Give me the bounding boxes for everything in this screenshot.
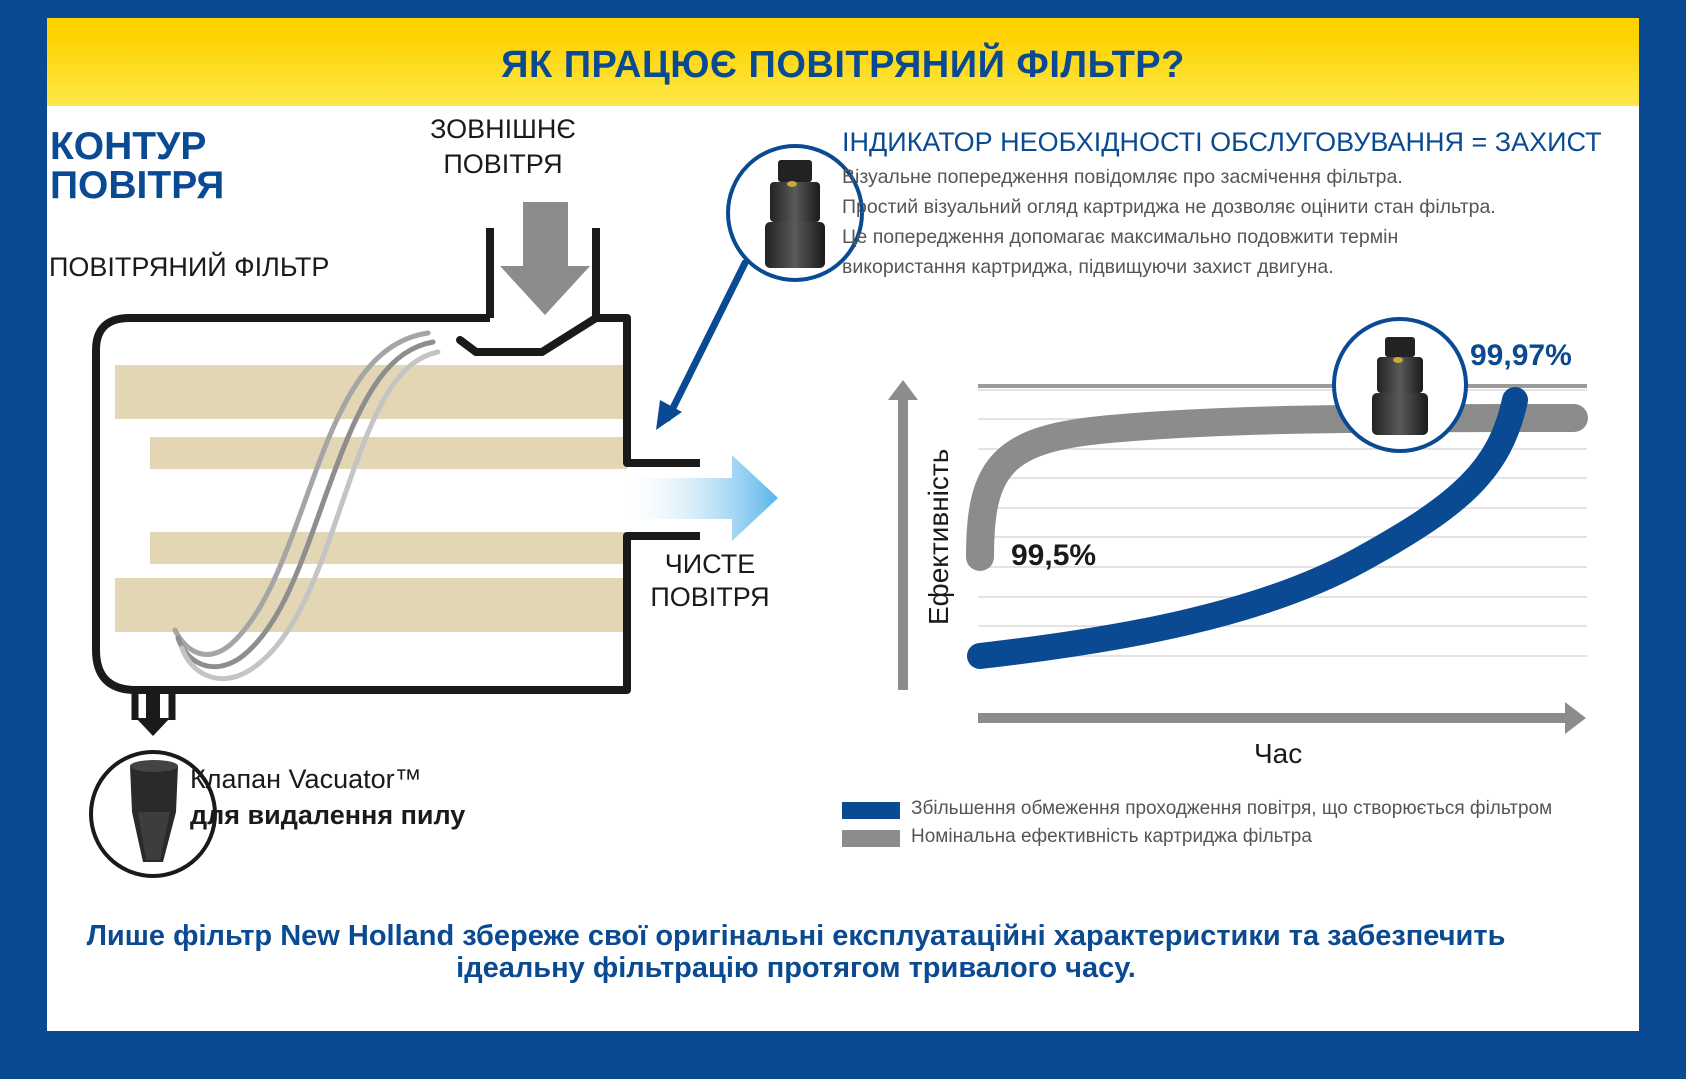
outside-air-label: ЗОВНІШНЄ ПОВІТРЯ [383,112,623,182]
y-axis-arrow [888,380,918,690]
footer-line1: Лише фільтр New Holland збереже свої ори… [86,920,1506,952]
indicator-desc-line1: Візуальне попередження повідомляє про за… [842,166,1403,188]
y-axis-label: Ефективність [923,449,954,625]
footer-line2: ідеальну фільтрацію протягом тривалого ч… [456,952,1136,984]
indicator-pointer-arrow [656,259,749,430]
legend-label-restriction: Збільшення обмеження проходження повітря… [911,798,1553,819]
vacuator-valve-image [89,750,217,878]
header-banner: ЯК ПРАЦЮЄ ПОВІТРЯНИЙ ФІЛЬТР? [47,18,1639,106]
media-band-3 [150,532,627,564]
service-indicator-image [726,144,864,282]
inlet-flap [456,314,600,356]
filter-media [115,365,627,632]
indicator-desc-line4: використання картриджа, підвищуючи захис… [842,256,1334,278]
dust-arrow [136,690,170,736]
circuit-title-line2: ПОВІТРЯ [50,164,225,207]
outside-air-arrow [500,202,590,315]
media-band-4 [115,578,627,632]
clean-air-arrow [627,455,778,541]
valve-description: для видалення пилу [190,800,466,830]
air-filter-label: ПОВІТРЯНИЙ ФІЛЬТР [49,252,330,282]
legend-swatch-blue [842,802,900,819]
footer-statement: Лише фільтр New Holland збереже свої ори… [0,920,1592,984]
page-title: ЯК ПРАЦЮЄ ПОВІТРЯНИЙ ФІЛЬТР? [501,44,1185,86]
clean-air-line2: ПОВІТРЯ [650,582,770,612]
indicator-desc-line3: Це попередження допомагає максимально по… [842,226,1399,248]
x-axis-arrow [978,702,1586,734]
outside-air-line1: ЗОВНІШНЄ [430,114,576,144]
circuit-title-line1: КОНТУР [50,125,207,168]
legend-label-nominal: Номінальна ефективність картриджа фільтр… [911,826,1312,847]
circuit-title: КОНТУР ПОВІТРЯ [50,127,224,205]
indicator-description: Візуальне попередження повідомляє про за… [842,162,1496,282]
outside-air-line2: ПОВІТРЯ [443,149,563,179]
chart-indicator-image [1332,317,1468,453]
series-line-restriction [967,387,1528,669]
indicator-desc-line2: Простий візуальний огляд картриджа не до… [842,196,1496,218]
legend-swatch-grey [842,830,900,847]
filter-housing [92,228,700,694]
valve-name: Клапан Vacuator™ [190,764,422,794]
media-band-2 [150,437,627,469]
clean-air-label: ЧИСТЕ ПОВІТРЯ [610,548,810,614]
air-swirl [172,330,441,682]
x-axis-label: Час [1254,738,1302,769]
indicator-title: ІНДИКАТОР НЕОБХІДНОСТІ ОБСЛУГОВУВАННЯ = … [842,127,1602,157]
annotation-end-value: 99,97% [1470,339,1572,372]
clean-air-line1: ЧИСТЕ [664,549,756,579]
dust-outlet [131,690,176,720]
annotation-start-value: 99,5% [1011,539,1096,572]
